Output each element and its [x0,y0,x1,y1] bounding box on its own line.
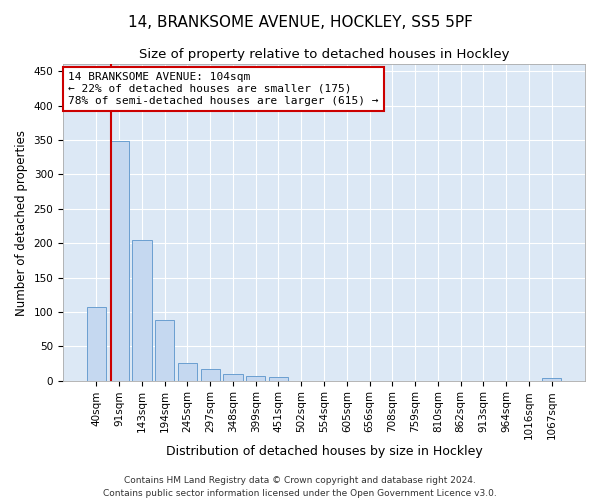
Y-axis label: Number of detached properties: Number of detached properties [15,130,28,316]
Title: Size of property relative to detached houses in Hockley: Size of property relative to detached ho… [139,48,509,60]
Bar [246,376,265,380]
X-axis label: Distribution of detached houses by size in Hockley: Distribution of detached houses by size … [166,444,482,458]
Bar [542,378,561,380]
Text: 14 BRANKSOME AVENUE: 104sqm
← 22% of detached houses are smaller (175)
78% of se: 14 BRANKSOME AVENUE: 104sqm ← 22% of det… [68,72,379,106]
Bar [110,140,129,380]
Text: 14, BRANKSOME AVENUE, HOCKLEY, SS5 5PF: 14, BRANKSOME AVENUE, HOCKLEY, SS5 5PF [128,15,472,30]
Bar [200,369,220,380]
Bar [178,364,197,380]
Bar [87,307,106,380]
Bar [155,320,175,380]
Text: Contains HM Land Registry data © Crown copyright and database right 2024.
Contai: Contains HM Land Registry data © Crown c… [103,476,497,498]
Bar [223,374,242,380]
Bar [269,377,288,380]
Bar [132,240,152,380]
